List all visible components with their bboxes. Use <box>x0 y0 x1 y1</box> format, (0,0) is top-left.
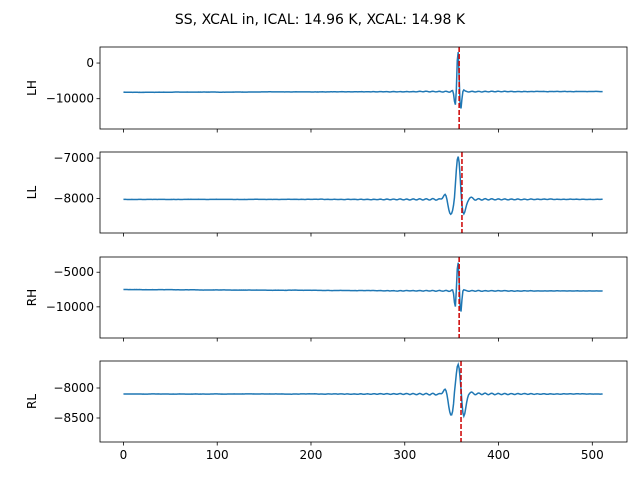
axes-frame-ll <box>99 151 628 234</box>
series-line-ll <box>123 156 603 216</box>
xtick-label: 200 <box>300 448 323 462</box>
xtick-label: 0 <box>120 448 128 462</box>
ytick-label: −8500 <box>53 411 94 425</box>
series-line-lh <box>123 52 603 109</box>
ytick-label: −8000 <box>53 192 94 206</box>
subplots: 0−10000LH−7000−8000LL−5000−10000RH−8000−… <box>25 46 628 462</box>
ylabel-rl: RL <box>25 394 39 409</box>
subplot-rh: −5000 −10000 RH <box>25 256 628 342</box>
ylabel-lh: LH <box>25 80 39 96</box>
ytick-label: −8000 <box>53 381 94 395</box>
ytick-label: −10000 <box>46 92 94 106</box>
axes-frame-rl <box>99 360 628 443</box>
series-line-rh <box>123 262 603 312</box>
ylabel-rh: RH <box>25 289 39 306</box>
ytick-label: −7000 <box>53 151 94 165</box>
subplot-lh: 0 −10000 LH <box>25 46 628 133</box>
xtick-label: 500 <box>581 448 604 462</box>
xtick-label: 400 <box>487 448 510 462</box>
figure-title: SS, XCAL in, ICAL: 14.96 K, XCAL: 14.98 … <box>175 12 466 28</box>
ytick-label: −5000 <box>53 265 94 279</box>
xtick-label: 300 <box>393 448 416 462</box>
xtick-label: 100 <box>206 448 229 462</box>
series-line-rl <box>123 361 603 419</box>
axes-frame-lh <box>99 46 628 130</box>
ytick-label: 0 <box>86 56 94 70</box>
subplot-rl: −8000 −8500 0 100 200 300 400 500 RL <box>25 360 628 462</box>
ylabel-ll: LL <box>25 186 39 200</box>
ytick-label: −10000 <box>46 300 94 314</box>
subplot-ll: −7000 −8000 LL <box>25 151 628 237</box>
axes-frame-rh <box>99 256 628 339</box>
